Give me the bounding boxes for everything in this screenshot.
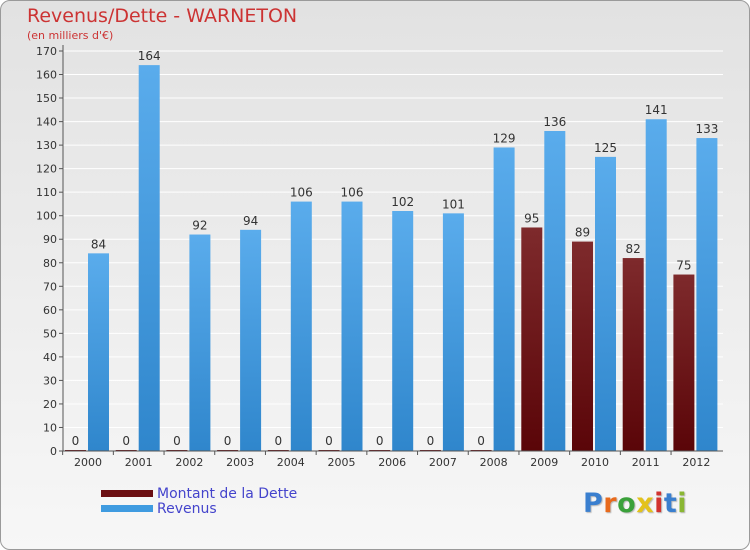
logo-letter: x bbox=[636, 488, 655, 519]
bar-revenus bbox=[595, 156, 616, 451]
x-tick-label: 2010 bbox=[581, 456, 609, 469]
y-tick-label: 60 bbox=[43, 304, 57, 317]
data-label-revenus: 125 bbox=[594, 141, 617, 155]
data-label-revenus: 136 bbox=[543, 115, 566, 129]
data-label-dette: 82 bbox=[626, 242, 641, 256]
bar-revenus bbox=[290, 201, 312, 451]
data-label-revenus: 101 bbox=[442, 197, 465, 211]
y-tick-label: 50 bbox=[43, 327, 57, 340]
x-tick-label: 2004 bbox=[277, 456, 305, 469]
x-tick-label: 2008 bbox=[480, 456, 508, 469]
y-tick-label: 90 bbox=[43, 233, 57, 246]
y-tick-label: 110 bbox=[36, 186, 57, 199]
bar-revenus bbox=[645, 119, 667, 451]
bars bbox=[65, 65, 718, 451]
bar-revenus bbox=[341, 201, 363, 451]
y-tick-label: 130 bbox=[36, 139, 57, 152]
data-label-revenus: 106 bbox=[290, 186, 313, 200]
data-label-dette: 95 bbox=[524, 211, 539, 225]
proxiti-logo: Proxiti bbox=[583, 488, 687, 519]
data-label-revenus: 129 bbox=[493, 131, 516, 145]
axes: 0102030405060708090100110120130140150160… bbox=[36, 45, 723, 469]
data-label-revenus: 106 bbox=[341, 186, 364, 200]
bar-revenus bbox=[392, 211, 414, 451]
bar-dette bbox=[622, 258, 644, 451]
logo-letter: o bbox=[617, 488, 637, 519]
y-tick-label: 70 bbox=[43, 280, 57, 293]
bar-revenus bbox=[493, 147, 515, 451]
x-tick-label: 2009 bbox=[530, 456, 558, 469]
chart-title: Revenus/Dette - WARNETON bbox=[27, 5, 298, 27]
y-tick-label: 40 bbox=[43, 351, 57, 364]
data-label-revenus: 94 bbox=[243, 214, 258, 228]
bar-dette bbox=[572, 241, 593, 451]
y-tick-label: 120 bbox=[36, 163, 57, 176]
legend-swatch-dette bbox=[101, 490, 153, 497]
data-label-revenus: 84 bbox=[91, 237, 106, 251]
data-label-revenus: 133 bbox=[695, 122, 718, 136]
bar-revenus bbox=[189, 234, 211, 451]
data-label-dette: 75 bbox=[676, 259, 691, 273]
y-tick-label: 20 bbox=[43, 398, 57, 411]
logo-letter: i bbox=[677, 488, 688, 519]
bar-dette bbox=[673, 274, 695, 451]
y-tick-label: 170 bbox=[36, 45, 57, 58]
y-tick-label: 30 bbox=[43, 374, 57, 387]
y-tick-label: 10 bbox=[43, 421, 57, 434]
logo-letter: r bbox=[603, 488, 618, 519]
bar-revenus bbox=[544, 131, 566, 451]
chart-subtitle: (en milliers d'€) bbox=[27, 29, 114, 42]
bar-revenus bbox=[88, 253, 109, 451]
y-tick-label: 100 bbox=[36, 210, 57, 223]
data-label-dette: 0 bbox=[72, 434, 80, 448]
x-tick-label: 2001 bbox=[125, 456, 153, 469]
data-label-dette: 0 bbox=[173, 434, 181, 448]
x-tick-label: 2002 bbox=[175, 456, 203, 469]
x-tick-label: 2007 bbox=[429, 456, 457, 469]
bar-revenus bbox=[442, 213, 464, 451]
data-label-revenus: 92 bbox=[192, 219, 207, 233]
y-tick-label: 140 bbox=[36, 116, 57, 129]
data-label-revenus: 164 bbox=[138, 49, 161, 63]
x-tick-label: 2005 bbox=[328, 456, 356, 469]
bar-revenus bbox=[138, 65, 160, 451]
bar-revenus bbox=[696, 138, 718, 451]
logo-letter: i bbox=[654, 488, 664, 519]
legend-label-dette: Montant de la Dette bbox=[157, 486, 298, 502]
data-label-dette: 0 bbox=[477, 434, 485, 448]
y-tick-label: 80 bbox=[43, 257, 57, 270]
data-label-revenus: 102 bbox=[391, 195, 414, 209]
x-tick-label: 2012 bbox=[682, 456, 710, 469]
x-tick-label: 2003 bbox=[226, 456, 254, 469]
x-tick-label: 2006 bbox=[378, 456, 406, 469]
y-tick-label: 150 bbox=[36, 92, 57, 105]
data-label-dette: 0 bbox=[122, 434, 130, 448]
bar-dette bbox=[521, 227, 543, 451]
y-tick-label: 0 bbox=[50, 445, 57, 458]
bar-revenus bbox=[240, 229, 262, 451]
data-label-dette: 0 bbox=[376, 434, 384, 448]
legend-swatch-revenus bbox=[101, 505, 153, 512]
data-label-dette: 0 bbox=[274, 434, 282, 448]
logo-letter: t bbox=[663, 488, 678, 519]
y-tick-label: 160 bbox=[36, 69, 57, 82]
data-label-dette: 0 bbox=[427, 434, 435, 448]
data-label-revenus: 141 bbox=[645, 103, 668, 117]
data-label-dette: 0 bbox=[224, 434, 232, 448]
x-tick-label: 2000 bbox=[74, 456, 102, 469]
x-tick-label: 2011 bbox=[632, 456, 660, 469]
logo-letter: P bbox=[583, 488, 604, 519]
data-labels: 0 84 0 164 0 92 0 94 0 106 0 106 0 102 0 101 0 129 95 136 89… bbox=[72, 49, 719, 448]
data-label-dette: 89 bbox=[575, 226, 590, 240]
data-label-dette: 0 bbox=[325, 434, 333, 448]
legend-label-revenus: Revenus bbox=[157, 501, 217, 517]
